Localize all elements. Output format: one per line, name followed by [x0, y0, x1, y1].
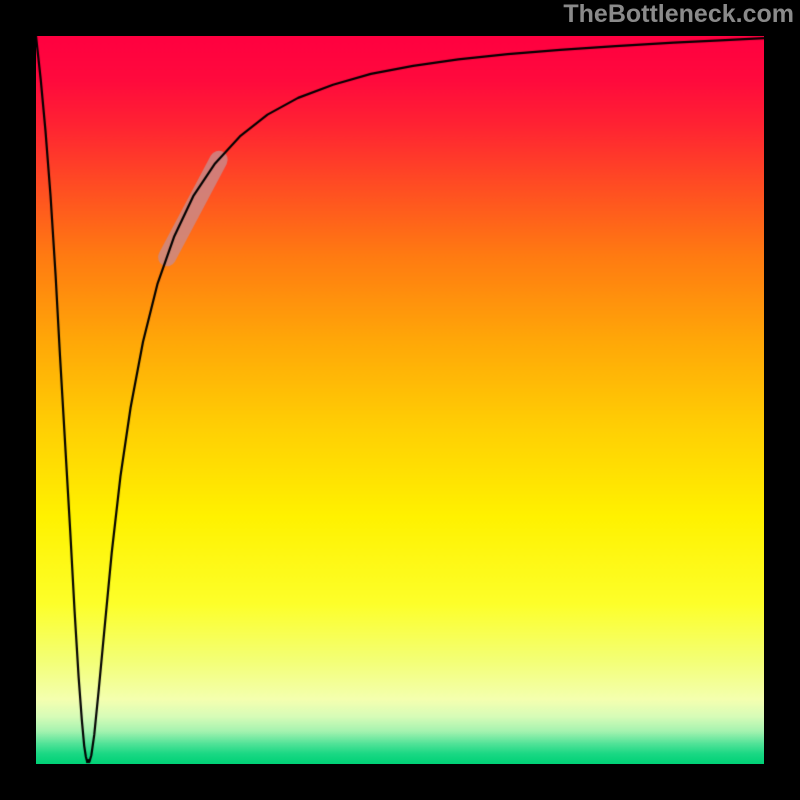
watermark-label: TheBottleneck.com — [563, 0, 794, 29]
curve-layer — [36, 36, 764, 764]
plot-area — [36, 36, 764, 764]
chart-container: TheBottleneck.com — [0, 0, 800, 800]
